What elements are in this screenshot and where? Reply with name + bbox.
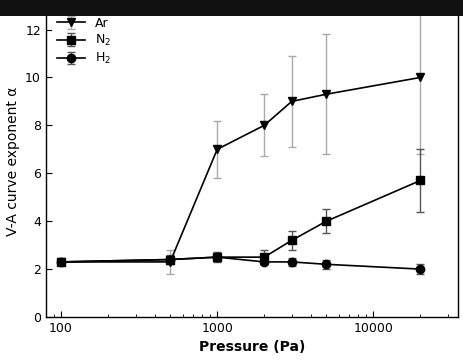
- Legend: Ar, N$_2$, H$_2$: Ar, N$_2$, H$_2$: [52, 12, 115, 71]
- X-axis label: Pressure (Pa): Pressure (Pa): [199, 341, 305, 355]
- Y-axis label: V-A curve exponent α: V-A curve exponent α: [6, 87, 19, 236]
